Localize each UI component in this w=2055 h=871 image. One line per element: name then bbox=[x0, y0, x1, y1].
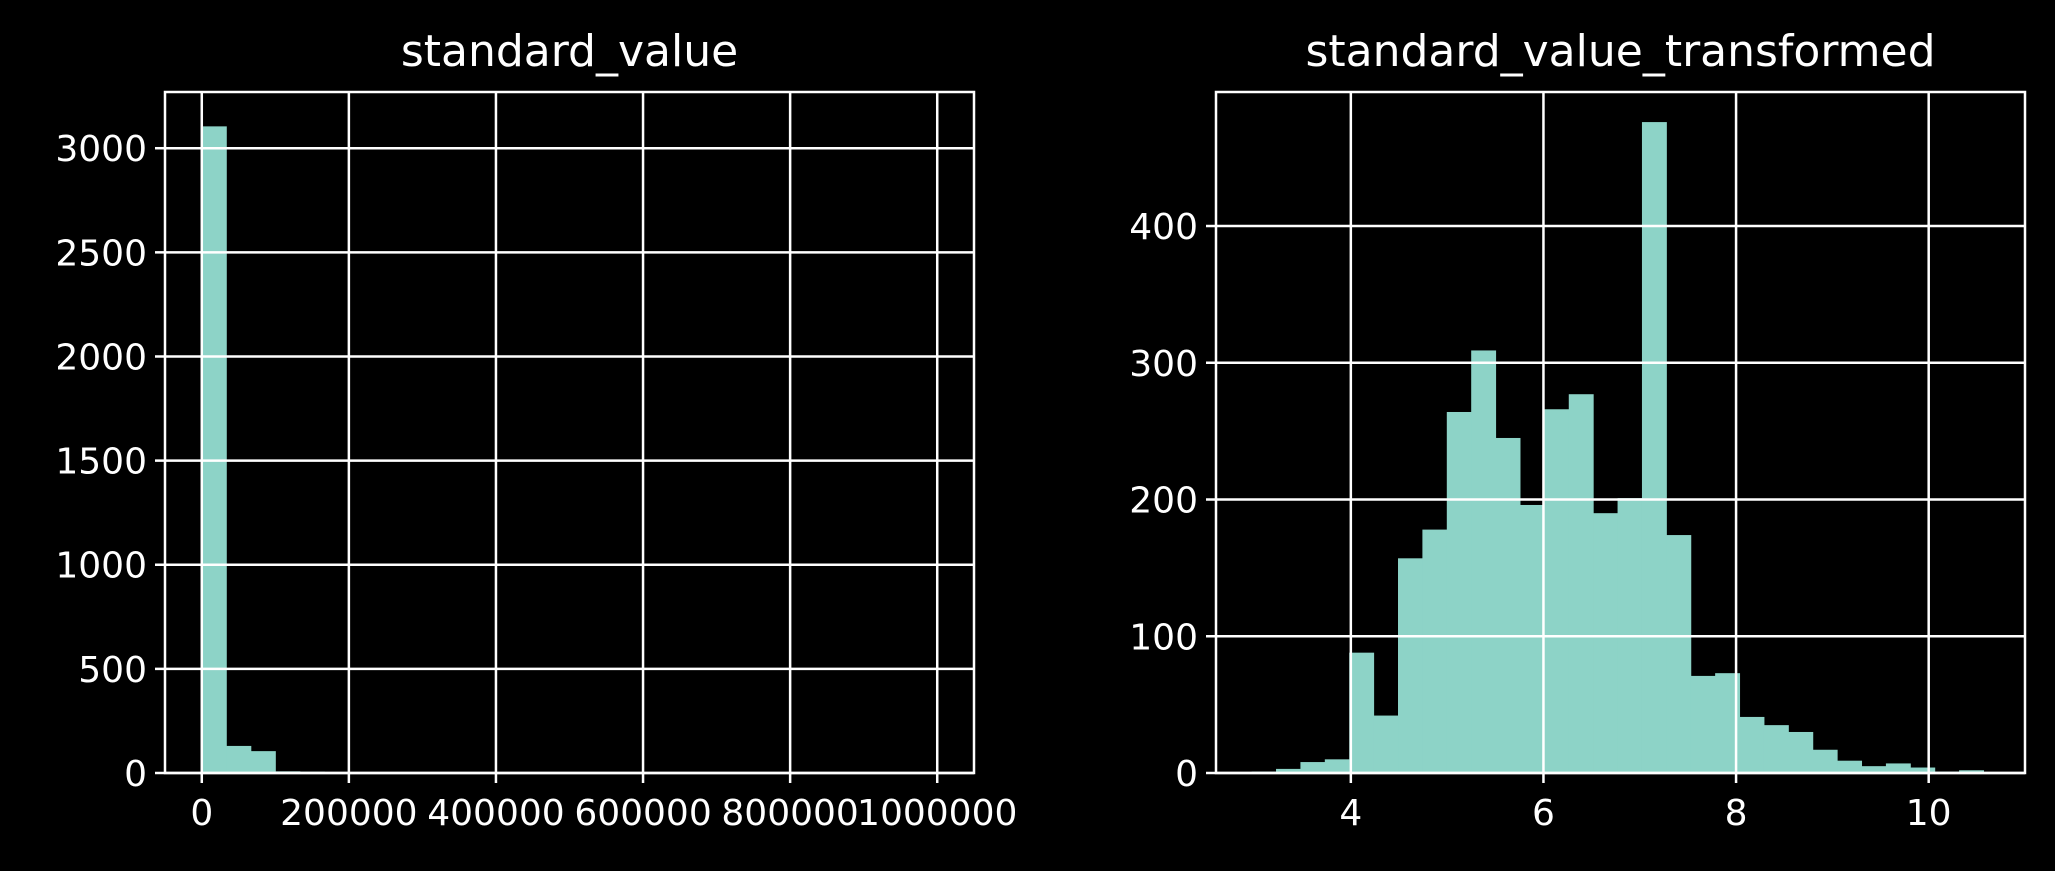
histogram-bar bbox=[1568, 394, 1594, 773]
y-tick-label: 400 bbox=[1129, 207, 1198, 248]
y-tick-label: 2000 bbox=[55, 337, 147, 378]
histogram-bar bbox=[1788, 731, 1814, 773]
histogram-bar bbox=[1739, 716, 1765, 773]
histogram-bar bbox=[1422, 529, 1448, 773]
histogram-bar bbox=[1276, 768, 1301, 773]
y-tick-label: 300 bbox=[1129, 344, 1198, 385]
histogram-bar bbox=[1641, 122, 1667, 773]
histogram-bar bbox=[1593, 513, 1619, 773]
x-tick-label: 4 bbox=[1339, 793, 1362, 834]
histogram-bar bbox=[1837, 760, 1863, 773]
x-tick-label: 800000 bbox=[721, 793, 858, 834]
panel-standard-value-transformed: 4 6 8 100100200300400standard_value_transfo… bbox=[1129, 26, 2027, 834]
y-tick-label: 1000 bbox=[55, 546, 147, 587]
x-tick-label: 1000000 bbox=[857, 793, 1017, 834]
y-tick-label: 0 bbox=[124, 754, 147, 795]
chart-title: standard_value_transformed bbox=[1305, 26, 1935, 77]
histogram-bar bbox=[1690, 675, 1716, 773]
histogram-bar bbox=[1349, 652, 1375, 773]
histogram-bar bbox=[226, 745, 252, 773]
histogram-bar bbox=[1373, 715, 1399, 773]
x-tick-label: 8 bbox=[1725, 793, 1748, 834]
y-tick-label: 2500 bbox=[55, 233, 147, 274]
y-tick-label: 3000 bbox=[55, 129, 147, 170]
x-tick-label: 0 bbox=[190, 793, 213, 834]
histogram-bar bbox=[1495, 437, 1521, 773]
y-tick-label: 1500 bbox=[55, 442, 147, 483]
histogram-bar bbox=[1959, 770, 1984, 773]
histogram-bar bbox=[1861, 766, 1887, 773]
y-tick-label: 500 bbox=[78, 650, 147, 691]
histogram-bar bbox=[1763, 725, 1789, 773]
y-tick-label: 200 bbox=[1129, 481, 1198, 522]
histogram-bar bbox=[250, 751, 276, 773]
chart-title: standard_value bbox=[401, 26, 738, 77]
x-tick-label: 6 bbox=[1532, 793, 1555, 834]
histogram-bar bbox=[1519, 504, 1545, 773]
y-tick-label: 0 bbox=[1175, 754, 1198, 795]
x-tick-label: 10 bbox=[1906, 793, 1952, 834]
x-tick-label: 600000 bbox=[574, 793, 711, 834]
axes-frame bbox=[163, 90, 976, 775]
histogram-bar bbox=[1300, 762, 1326, 773]
histogram-bar bbox=[1910, 767, 1936, 773]
histogram-bar bbox=[1544, 409, 1570, 773]
histogram-bar bbox=[201, 126, 227, 774]
histogram-bar bbox=[1885, 763, 1911, 773]
histogram-bar bbox=[1324, 759, 1350, 773]
x-tick-label: 400000 bbox=[427, 793, 564, 834]
histogram-bar bbox=[1446, 411, 1472, 773]
histogram-bar bbox=[1471, 350, 1497, 773]
histogram-bar bbox=[1666, 535, 1692, 773]
histogram-bar bbox=[1812, 749, 1838, 773]
y-tick-label: 100 bbox=[1129, 617, 1198, 658]
x-tick-label: 200000 bbox=[280, 793, 417, 834]
histogram-bar bbox=[1398, 558, 1423, 773]
axes-frame bbox=[1214, 90, 2027, 775]
